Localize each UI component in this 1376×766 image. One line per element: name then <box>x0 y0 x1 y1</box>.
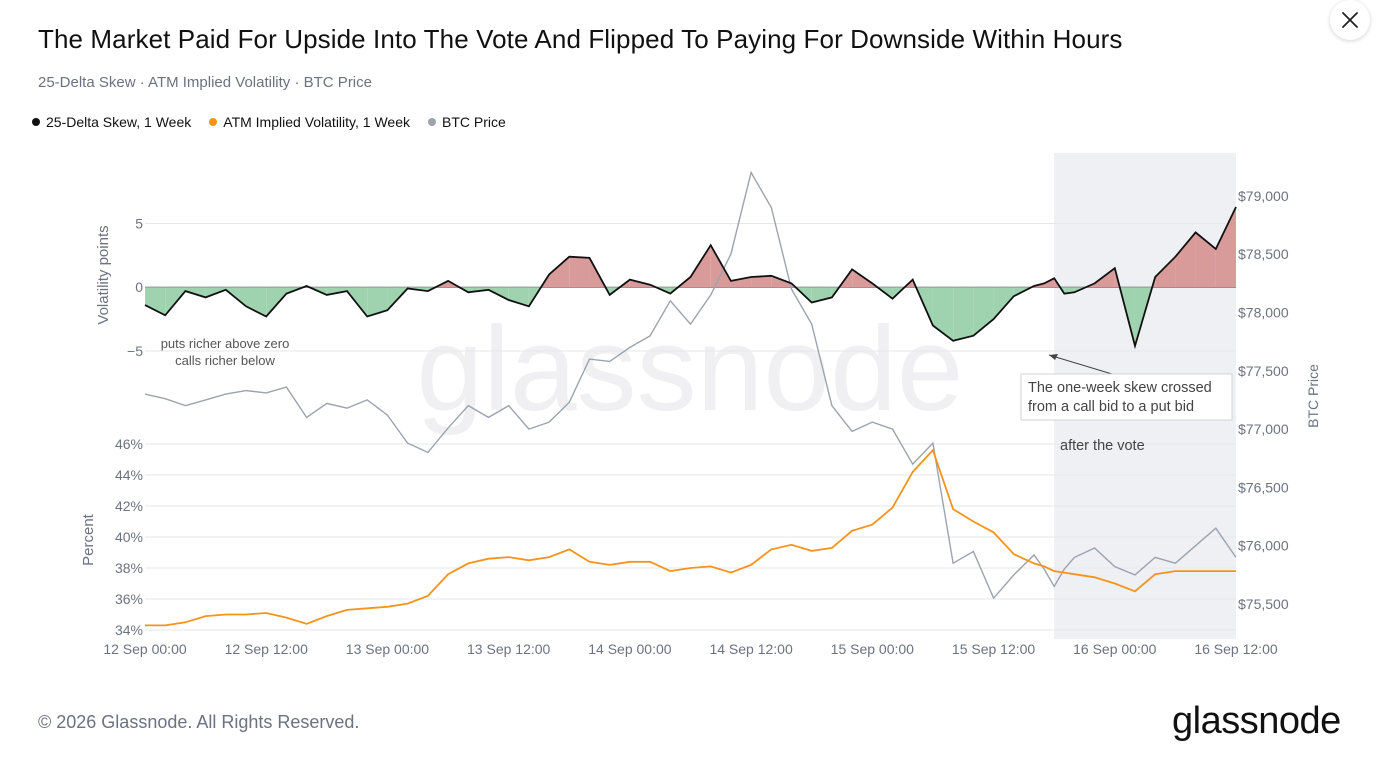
skew-fill-negative <box>326 287 348 295</box>
btc-tick-label: $77,500 <box>1238 363 1289 379</box>
skew-fill-positive <box>549 256 570 288</box>
legend-swatch-skew <box>32 118 40 126</box>
skew-tick-label: −5 <box>127 343 143 359</box>
btc-tick-label: $78,000 <box>1238 304 1289 320</box>
x-tick-label: 14 Sep 12:00 <box>709 641 793 657</box>
chart-canvas: glassnode 5 0 −5 34% 36% 38% 40% 42% 44% 46% $75… <box>80 153 1321 657</box>
legend-label-iv: ATM Implied Volatility, 1 Week <box>223 114 410 130</box>
btc-price-line <box>144 170 1237 600</box>
copyright-footer: © 2026 Glassnode. All Rights Reserved. <box>38 712 360 732</box>
glassnode-logo: glassnode <box>1172 700 1341 742</box>
skew-fill-negative <box>508 287 529 307</box>
x-tick-label: 12 Sep 12:00 <box>225 641 309 657</box>
skew-tick-label: 5 <box>135 216 143 232</box>
skew-fill-negative <box>185 287 206 298</box>
iv-tick-label: 36% <box>115 591 143 607</box>
skew-fill-negative <box>367 287 388 317</box>
skew-annotation-line-1: puts richer above zero <box>161 336 290 351</box>
x-tick-label: 13 Sep 00:00 <box>346 641 430 657</box>
btc-tick-label: $76,000 <box>1238 538 1289 554</box>
legend-swatch-iv <box>209 118 218 126</box>
iv-axis: 34% 36% 38% 40% 42% 44% 46% <box>115 436 143 638</box>
legend: 25-Delta Skew, 1 Week ATM Implied Volati… <box>32 114 506 130</box>
skew-line <box>144 206 1237 350</box>
btc-axis-title: BTC Price <box>1305 364 1321 428</box>
skew-axis-title: Volatility points <box>95 225 112 324</box>
legend-item-btc[interactable]: BTC Price <box>428 114 506 130</box>
btc-axis: $75,500 $76,000 $76,500 $77,000 $77,500 $78,0… <box>1238 188 1289 612</box>
btc-tick-label: $79,000 <box>1238 188 1289 204</box>
x-tick-label: 15 Sep 00:00 <box>831 641 915 657</box>
callout-line-1: The one-week skew crossed <box>1028 380 1212 396</box>
iv-tick-label: 44% <box>115 467 143 483</box>
legend-item-skew[interactable]: 25-Delta Skew, 1 Week <box>32 114 191 130</box>
btc-tick-label: $76,500 <box>1238 479 1289 495</box>
watermark: glassnode <box>416 302 963 436</box>
iv-tick-label: 40% <box>115 529 143 545</box>
legend-label-btc: BTC Price <box>442 114 506 130</box>
skew-fill-positive <box>1155 256 1176 288</box>
skew-fill-negative <box>953 287 974 341</box>
chart-title: The Market Paid For Upside Into The Vote… <box>38 24 1123 54</box>
x-tick-label: 16 Sep 00:00 <box>1073 641 1157 657</box>
x-tick-label: 13 Sep 12:00 <box>467 641 551 657</box>
skew-fill-positive <box>1195 232 1216 288</box>
skew-annotation-line-2: calls richer below <box>175 353 275 368</box>
x-tick-label: 16 Sep 12:00 <box>1194 641 1278 657</box>
callout-arrowhead <box>1049 354 1058 360</box>
x-axis: 12 Sep 00:00 12 Sep 12:00 13 Sep 00:00 13 S… <box>103 641 1278 657</box>
skew-axis: 5 0 −5 <box>127 216 143 359</box>
skew-fill-positive <box>690 245 711 288</box>
skew-fill-positive <box>751 275 772 288</box>
iv-line <box>145 448 1236 627</box>
skew-fill-positive <box>569 256 590 288</box>
callout-box <box>1020 373 1233 421</box>
skew-fill-negative <box>973 287 994 336</box>
close-icon <box>1342 12 1358 28</box>
skew-fill-negative <box>145 287 166 316</box>
close-button[interactable] <box>1330 0 1370 40</box>
skew-fill-negative <box>811 287 832 303</box>
skew-fill-positive <box>730 277 752 288</box>
iv-tick-label: 38% <box>115 560 143 576</box>
iv-tick-label: 46% <box>115 436 143 452</box>
legend-swatch-btc <box>428 118 436 126</box>
x-tick-label: 12 Sep 00:00 <box>103 641 187 657</box>
skew-fill-negative <box>246 287 267 317</box>
skew-fill-negative <box>266 287 287 317</box>
legend-label-skew: 25-Delta Skew, 1 Week <box>46 114 192 130</box>
btc-tick-label: $78,500 <box>1238 246 1289 262</box>
callout-line-2: from a call bid to a put bid <box>1028 399 1194 415</box>
iv-axis-title: Percent <box>80 513 97 566</box>
x-tick-label: 14 Sep 00:00 <box>588 641 672 657</box>
callout-leader <box>1048 354 1113 375</box>
skew-fill-positive <box>1215 206 1236 288</box>
chart-subtitle: 25-Delta Skew · ATM Implied Volatility ·… <box>38 74 372 91</box>
window-annotation: after the vote <box>1060 438 1145 454</box>
x-tick-label: 15 Sep 12:00 <box>952 641 1036 657</box>
iv-tick-label: 42% <box>115 498 143 514</box>
skew-fill-negative <box>932 287 954 341</box>
skew-fill-negative <box>993 287 1014 320</box>
legend-item-iv[interactable]: ATM Implied Volatility, 1 Week <box>209 114 410 130</box>
btc-tick-label: $77,000 <box>1238 421 1289 437</box>
skew-tick-label: 0 <box>135 279 143 295</box>
btc-tick-label: $75,500 <box>1238 596 1289 612</box>
iv-tick-label: 34% <box>115 622 143 638</box>
skew-area <box>145 206 1236 346</box>
skew-fill-positive <box>1175 232 1196 288</box>
